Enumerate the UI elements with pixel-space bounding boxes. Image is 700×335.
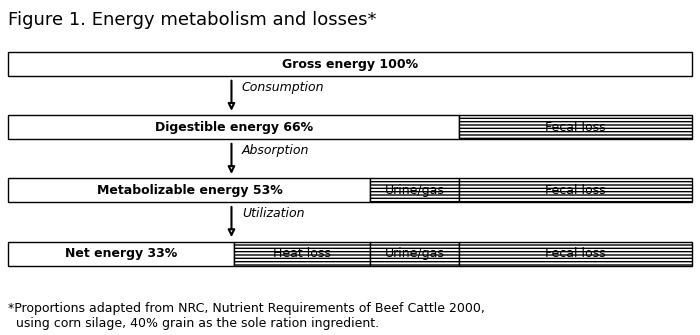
Text: Heat loss: Heat loss [273, 247, 331, 260]
Text: Gross energy 100%: Gross energy 100% [282, 58, 418, 71]
Text: Absorption: Absorption [242, 144, 309, 157]
Text: Urine/gas: Urine/gas [385, 184, 444, 197]
Text: *Proportions adapted from NRC, Nutrient Requirements of Beef Cattle 2000,: *Proportions adapted from NRC, Nutrient … [8, 303, 485, 315]
Text: Metabolizable energy 53%: Metabolizable energy 53% [97, 184, 282, 197]
Text: using corn silage, 40% grain as the sole ration ingredient.: using corn silage, 40% grain as the sole… [8, 317, 379, 330]
Text: Fecal loss: Fecal loss [545, 247, 606, 260]
Text: Figure 1. Energy metabolism and losses*: Figure 1. Energy metabolism and losses* [8, 11, 377, 29]
Text: Fecal loss: Fecal loss [545, 121, 606, 134]
Bar [459, 242, 692, 266]
Bar [8, 52, 692, 76]
Text: Consumption: Consumption [242, 81, 324, 94]
Bar [8, 242, 234, 266]
Text: Digestible energy 66%: Digestible energy 66% [155, 121, 313, 134]
Text: Fecal loss: Fecal loss [545, 184, 606, 197]
Bar [370, 242, 459, 266]
Text: Urine/gas: Urine/gas [385, 247, 444, 260]
Bar [8, 115, 459, 139]
Bar [459, 179, 692, 202]
Bar [8, 179, 370, 202]
Bar [459, 115, 692, 139]
Bar [234, 242, 370, 266]
Text: Utilization: Utilization [242, 207, 304, 220]
Text: Net energy 33%: Net energy 33% [65, 247, 177, 260]
Bar [370, 179, 459, 202]
